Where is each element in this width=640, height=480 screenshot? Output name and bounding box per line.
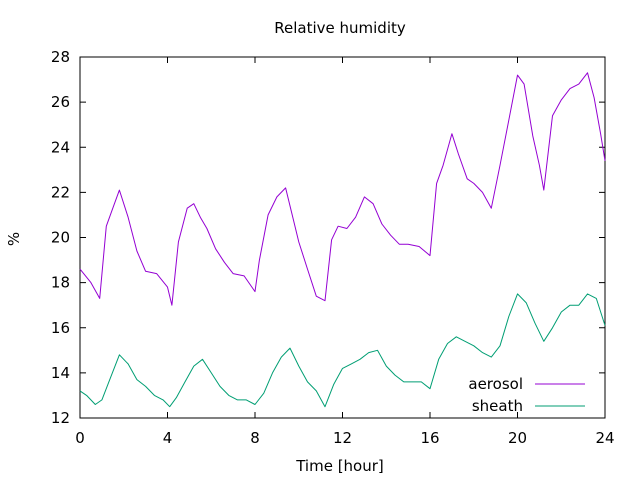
series-line-sheath (79, 293, 606, 408)
y-tick-label: 20 (51, 229, 70, 247)
plot-frame (79, 56, 606, 419)
y-tick-label: 12 (51, 409, 70, 427)
x-tick-label: 0 (75, 429, 85, 447)
y-tick-label: 26 (51, 93, 70, 111)
y-axis-label: % (5, 232, 23, 246)
series-lines (79, 72, 606, 408)
x-tick-label: 12 (333, 429, 352, 447)
y-tick-label: 18 (51, 274, 70, 292)
y-tick-label: 28 (51, 48, 70, 66)
chart-title: Relative humidity (274, 19, 406, 37)
x-tick-label: 16 (420, 429, 439, 447)
x-tick-label: 24 (595, 429, 614, 447)
x-axis-label: Time [hour] (295, 457, 384, 475)
y-tick-label: 14 (51, 364, 70, 382)
x-tick-label: 8 (250, 429, 260, 447)
x-tick-label: 4 (163, 429, 173, 447)
x-axis: 0 4 8 12 16 20 24 (75, 57, 615, 447)
legend: aerosol sheath (468, 375, 585, 415)
legend-label-sheath: sheath (472, 397, 523, 415)
legend-label-aerosol: aerosol (468, 375, 523, 393)
y-tick-label: 22 (51, 183, 70, 201)
x-tick-label: 20 (508, 429, 527, 447)
y-axis: 12 14 16 18 20 22 24 26 28 (51, 48, 605, 427)
y-tick-label: 24 (51, 138, 70, 156)
y-tick-label: 16 (51, 319, 70, 337)
series-line-aerosol (79, 72, 606, 306)
